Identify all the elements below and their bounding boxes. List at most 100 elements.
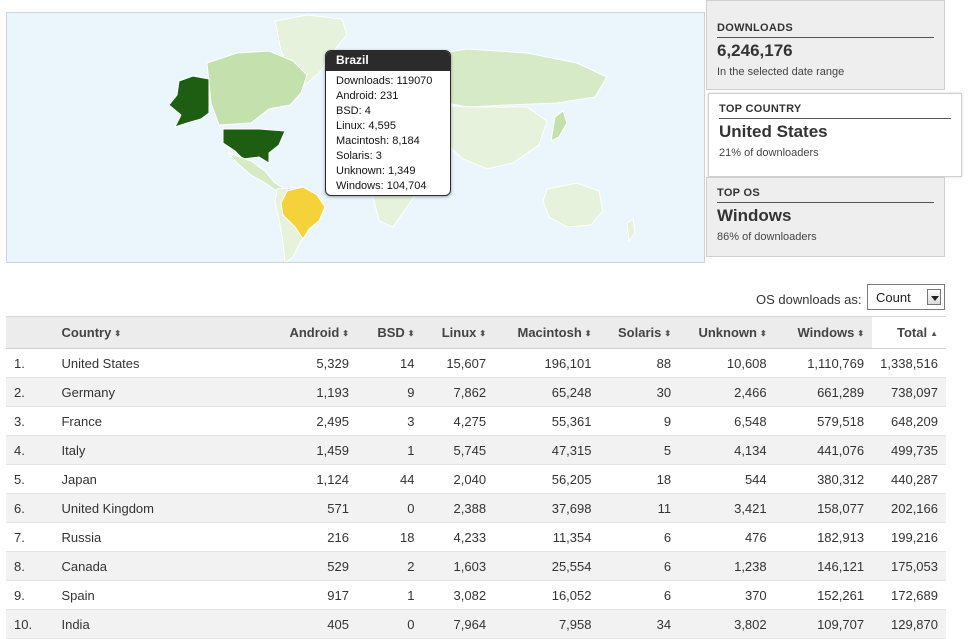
tooltip-line: Windows: 104,704: [336, 180, 427, 192]
cell-country: India: [61, 616, 90, 632]
downloads-panel[interactable]: DOWNLOADS 6,246,176 In the selected date…: [706, 0, 945, 90]
cell-windows: 109,707: [817, 616, 865, 632]
header-windows-label: Windows: [797, 325, 855, 340]
map-region-alaska[interactable]: [168, 75, 210, 128]
top-os-subtext: 86% of downloaders: [717, 231, 817, 243]
cell-unknown: 2,466: [734, 384, 767, 400]
cell-country: United States: [61, 355, 140, 371]
header-linux[interactable]: Linux ⬍: [423, 317, 495, 349]
header-total[interactable]: Total ▲: [872, 316, 946, 349]
sort-icon: ⬍: [664, 329, 672, 338]
header-android-label: Android: [289, 325, 340, 340]
cell-unknown: 3,421: [734, 500, 767, 516]
cell-macintosh: 25,554: [551, 558, 592, 574]
cell-linux: 4,275: [453, 413, 487, 429]
cell-android: 1,193: [316, 384, 349, 400]
header-total-label: Total: [896, 325, 928, 340]
table-row: 3. France 2,495 3 4,275 55,361 9 6,548 579,518 64…: [6, 407, 946, 436]
top-os-panel[interactable]: TOP OS Windows 86% of downloaders: [706, 177, 945, 257]
header-bsd-label: BSD: [377, 325, 405, 340]
map-region-japan[interactable]: [550, 110, 568, 142]
top-country-panel[interactable]: TOP COUNTRY United States 21% of downloa…: [708, 93, 962, 177]
cell-unknown: 476: [744, 529, 767, 545]
table-row: 4. Italy 1,459 1 5,745 47,315 5 4,134 441,076 499…: [6, 435, 946, 465]
cell-windows: 146,121: [817, 558, 865, 574]
header-rank: [6, 317, 53, 349]
cell-total: 172,689: [891, 587, 938, 603]
cell-solaris: 11: [657, 500, 672, 516]
chevron-down-icon[interactable]: [927, 289, 941, 305]
tooltip-line: BSD: 4: [336, 105, 371, 117]
header-country-label: Country: [61, 325, 112, 340]
os-downloads-label: OS downloads as:: [756, 292, 862, 307]
map-region-central-america[interactable]: [227, 151, 287, 192]
cell-linux: 1,603: [453, 558, 487, 574]
cell-rank: 8.: [14, 558, 25, 574]
cell-bsd: 14: [400, 355, 415, 371]
top-country-label: TOP COUNTRY: [719, 103, 951, 119]
cell-windows: 441,076: [817, 442, 865, 458]
header-solaris[interactable]: Solaris ⬍: [599, 317, 679, 349]
table-row: 6. United Kingdom 571 0 2,388 37,698 11 3,421 15…: [6, 493, 946, 523]
downloads-table: Country ⬍ Android ⬍ BSD ⬍ Linux ⬍ Macintosh ⬍…: [6, 316, 946, 639]
cell-windows: 579,518: [817, 413, 865, 429]
sort-icon: ⬍: [342, 329, 349, 338]
cell-rank: 9.: [14, 587, 25, 603]
header-windows[interactable]: Windows ⬍: [775, 317, 872, 349]
cell-country: Russia: [61, 529, 102, 545]
cell-country: Spain: [61, 587, 95, 603]
cell-macintosh: 65,248: [551, 384, 592, 400]
header-unknown[interactable]: Unknown ⬍: [679, 317, 775, 349]
cell-total: 129,870: [891, 616, 938, 632]
header-android[interactable]: Android ⬍: [250, 317, 357, 349]
cell-country: United Kingdom: [61, 500, 154, 516]
cell-total: 1,338,516: [880, 355, 938, 371]
map-region-canada[interactable]: [206, 50, 308, 126]
cell-macintosh: 7,958: [558, 616, 592, 632]
cell-macintosh: 16,052: [551, 587, 592, 603]
cell-bsd: 44: [400, 471, 415, 487]
table-row: 10. India 405 0 7,964 7,958 34 3,802 109,707 129,…: [6, 609, 946, 639]
cell-rank: 2.: [14, 384, 25, 400]
downloads-value: 6,246,176: [717, 41, 793, 60]
cell-windows: 158,077: [817, 500, 865, 516]
cell-rank: 10.: [14, 616, 33, 632]
table-body: 1. United States 5,329 14 15,607 196,101 88 10,…: [6, 349, 946, 639]
cell-android: 1,459: [316, 442, 349, 458]
cell-rank: 6.: [14, 500, 25, 516]
cell-bsd: 2: [407, 558, 415, 574]
cell-rank: 5.: [14, 471, 25, 487]
table-row: 1. United States 5,329 14 15,607 196,101 88 10,…: [6, 349, 946, 378]
map-region-australia[interactable]: [542, 182, 604, 228]
header-country[interactable]: Country ⬍: [53, 317, 250, 349]
cell-rank: 1.: [14, 355, 25, 371]
cell-solaris: 5: [663, 442, 672, 458]
cell-solaris: 30: [656, 384, 672, 400]
map-region-united-states[interactable]: [222, 128, 286, 164]
header-macintosh-label: Macintosh: [517, 325, 582, 340]
map-tooltip: Brazil Downloads: 119070 Android: 231 BS…: [325, 50, 451, 196]
cell-android: 405: [327, 616, 349, 632]
cell-total: 738,097: [891, 384, 938, 400]
map-region-brazil[interactable]: [280, 186, 326, 240]
cell-total: 499,735: [891, 442, 938, 458]
cell-unknown: 6,548: [734, 413, 767, 429]
cell-bsd: 18: [400, 529, 415, 545]
header-bsd[interactable]: BSD ⬍: [357, 317, 423, 349]
os-downloads-select[interactable]: Count: [867, 284, 945, 310]
header-macintosh[interactable]: Macintosh ⬍: [494, 317, 599, 349]
map-region-new-zealand[interactable]: [626, 218, 636, 243]
cell-linux: 15,607: [446, 355, 487, 371]
cell-windows: 380,312: [817, 471, 865, 487]
world-map[interactable]: Brazil Downloads: 119070 Android: 231 BS…: [6, 12, 705, 263]
tooltip-lines: Downloads: 119070 Android: 231 BSD: 4 Li…: [326, 71, 450, 194]
cell-bsd: 1: [407, 587, 415, 603]
cell-windows: 182,913: [817, 529, 865, 545]
downloads-label: DOWNLOADS: [717, 22, 934, 38]
sort-ascending-icon: ▲: [930, 329, 938, 338]
cell-linux: 5,745: [453, 442, 487, 458]
cell-linux: 3,082: [453, 587, 487, 603]
cell-total: 175,053: [891, 558, 938, 574]
cell-macintosh: 11,354: [552, 529, 592, 545]
tooltip-line: Downloads: 119070: [336, 75, 433, 87]
